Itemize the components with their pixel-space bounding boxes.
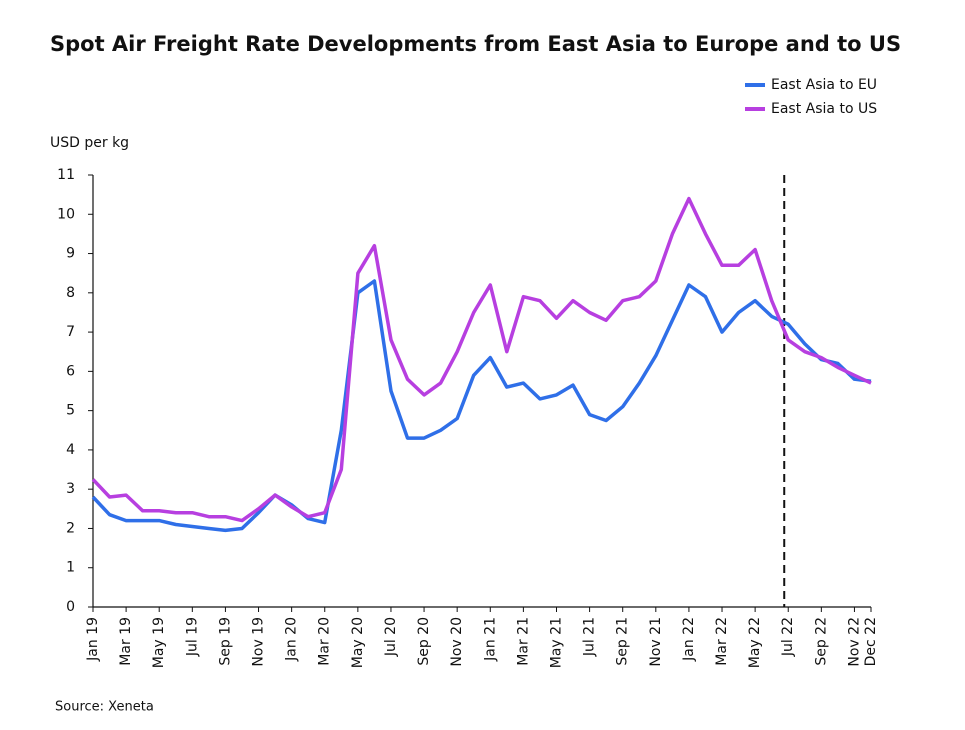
- x-tick-label: Mar 19: [118, 617, 134, 666]
- y-tick-label: 3: [66, 481, 75, 497]
- x-tick-label: Sep 21: [615, 617, 631, 666]
- x-tick-label: Dec 22: [863, 617, 879, 666]
- y-tick-label: 9: [66, 246, 75, 262]
- source: Source: Xeneta: [55, 700, 154, 715]
- x-tick-label: Jan 20: [284, 617, 300, 662]
- x-tick-label: Sep 19: [217, 617, 233, 666]
- y-axis-label: USD per kg: [50, 135, 129, 151]
- x-tick-label: Jul 21: [582, 617, 598, 657]
- x-tick-label: Nov 21: [648, 617, 664, 667]
- y-tick-label: 8: [66, 285, 75, 301]
- x-tick-label: May 20: [350, 617, 366, 668]
- x-tick-label: Jan 21: [482, 617, 498, 662]
- legend-label: East Asia to EU: [771, 77, 877, 93]
- y-tick-label: 10: [57, 206, 75, 222]
- y-tick-label: 0: [66, 599, 75, 615]
- x-tick-label: Sep 22: [813, 617, 829, 666]
- x-tick-label: Jan 22: [681, 617, 697, 662]
- x-tick-label: May 19: [151, 617, 167, 668]
- x-tick-label: May 22: [747, 617, 763, 668]
- series-line: [91, 196, 872, 523]
- y-tick-label: 1: [66, 560, 75, 576]
- x-tick-label: Jul 20: [383, 617, 399, 657]
- y-tick-label: 11: [57, 167, 75, 183]
- legend-label: East Asia to US: [771, 101, 877, 117]
- x-tick-label: Nov 20: [449, 617, 465, 667]
- x-tick-label: Jul 22: [780, 617, 796, 657]
- x-tick-label: May 21: [548, 617, 564, 668]
- x-tick-label: Mar 21: [515, 617, 531, 666]
- x-tick-label: Nov 22: [846, 617, 862, 667]
- y-tick-label: 2: [66, 520, 75, 536]
- y-tick-label: 4: [66, 442, 75, 458]
- y-tick-label: 6: [66, 363, 75, 379]
- x-tick-label: Jul 19: [184, 617, 200, 657]
- y-tick-label: 5: [66, 403, 75, 419]
- x-tick-label: Jan 19: [85, 617, 101, 662]
- x-tick-label: Nov 19: [251, 617, 267, 667]
- x-tick-label: Mar 22: [714, 617, 730, 666]
- y-tick-label: 7: [66, 324, 75, 340]
- x-tick-label: Sep 20: [416, 617, 432, 666]
- x-tick-label: Mar 20: [317, 617, 333, 666]
- series-line: [91, 279, 872, 533]
- chart-title: Spot Air Freight Rate Developments from …: [50, 32, 901, 56]
